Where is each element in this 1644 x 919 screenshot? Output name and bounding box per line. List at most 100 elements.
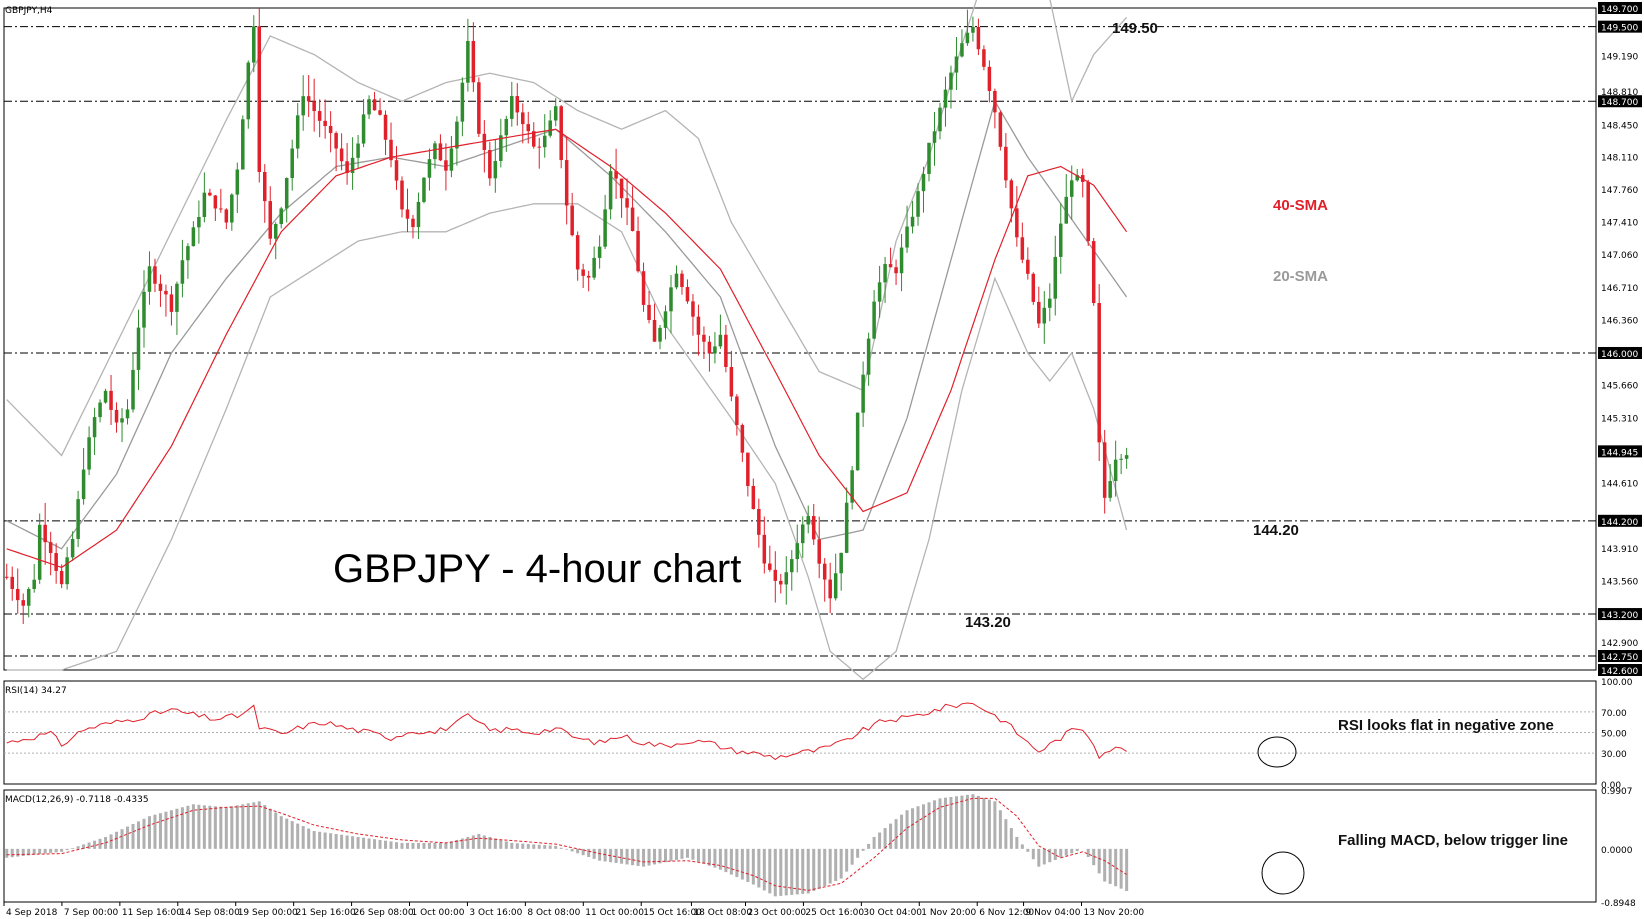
candle-body — [1059, 223, 1063, 257]
candle-body — [515, 96, 520, 113]
candle-body — [1119, 458, 1123, 460]
x-tick-label-0: 4 Sep 2018 — [6, 908, 58, 918]
candle-body — [230, 194, 234, 223]
candle-body — [883, 264, 887, 283]
candle-body — [10, 576, 14, 589]
candle-body — [241, 119, 245, 170]
candle-body — [202, 192, 207, 217]
candle-body — [888, 264, 893, 268]
price-level-tag-4-bg — [1598, 445, 1642, 458]
candle-body — [932, 131, 937, 143]
x-tick-label-4: 19 Sep 00:00 — [238, 908, 298, 918]
sma40-line — [6, 128, 1128, 569]
candle-body — [103, 390, 108, 403]
candle-body — [15, 588, 20, 601]
candle-body — [257, 26, 262, 173]
candle-body — [449, 148, 454, 171]
price-level-tag-2: 148.700 — [1601, 98, 1638, 108]
candle-body — [438, 143, 443, 161]
candle-body — [938, 107, 942, 132]
x-tick-label-9: 8 Oct 08:00 — [527, 908, 580, 918]
candle-body — [1020, 237, 1025, 260]
candle-body — [1064, 196, 1069, 224]
candle-body — [1124, 455, 1129, 459]
candle-body — [400, 180, 404, 210]
candle-body — [751, 485, 756, 509]
candle-body — [482, 133, 487, 151]
price-tick-2: 148.450 — [1601, 122, 1638, 132]
candle-body — [691, 301, 695, 317]
symbol-label: GBPJPY,H4 — [5, 6, 53, 16]
candle-body — [718, 334, 723, 347]
candle-body — [301, 96, 305, 116]
x-tick-label-1: 7 Sep 00:00 — [64, 908, 119, 918]
candle-body — [328, 125, 333, 134]
candle-body — [877, 282, 882, 302]
candle-body — [729, 367, 734, 397]
candle-body — [1037, 301, 1041, 324]
macd-frame — [3, 789, 1597, 903]
candle-body — [779, 580, 783, 585]
macd-tick-1: 0.0000 — [1601, 846, 1633, 856]
candle-body — [1113, 459, 1118, 482]
candle-body — [894, 267, 898, 274]
candle-body — [1048, 298, 1052, 308]
price-level-tag-3: 146.000 — [1601, 350, 1638, 360]
candle-body — [394, 160, 399, 181]
candle-body — [268, 201, 273, 239]
candle-body — [949, 72, 953, 90]
candle-body — [21, 600, 25, 606]
candle-body — [499, 135, 503, 161]
candle-body — [542, 135, 547, 148]
price-tick-13: 143.560 — [1601, 577, 1638, 587]
candle-body — [982, 49, 986, 67]
candle-body — [993, 90, 997, 113]
candle-body — [175, 283, 179, 312]
price-level-tag-1-bg — [1598, 20, 1642, 33]
candle-body — [48, 542, 53, 554]
candle-body — [680, 273, 684, 288]
price-tick-9: 145.660 — [1601, 382, 1638, 392]
candle-body — [65, 557, 69, 585]
candle-body — [586, 275, 591, 278]
x-tick-label-14: 25 Oct 16:00 — [805, 908, 864, 918]
candle-body — [323, 120, 327, 126]
price-level-tag-6: 143.200 — [1601, 611, 1638, 621]
candle-body — [114, 409, 119, 423]
candle-body — [284, 178, 289, 209]
candle-body — [471, 40, 476, 83]
candle-body — [235, 169, 240, 195]
candle-body — [872, 301, 876, 339]
candle-body — [641, 271, 646, 305]
macd-annotation: Falling MACD, below trigger line — [1338, 832, 1568, 849]
candle-body — [356, 143, 360, 158]
macd-tick-0: 0.9907 — [1601, 787, 1633, 797]
candle-body — [850, 470, 854, 503]
price-tick-0: 149.190 — [1601, 53, 1638, 63]
candle-body — [158, 283, 163, 291]
x-tick-label-6: 26 Sep 08:00 — [354, 908, 414, 918]
rsi-annotation: RSI looks flat in negative zone — [1338, 717, 1554, 734]
price-level-tag-5-bg — [1598, 514, 1642, 527]
candle-body — [422, 177, 426, 202]
bollinger-upper — [6, 0, 1128, 457]
rsi-tick-4: 0.00 — [1601, 781, 1621, 791]
candle-body — [153, 266, 157, 284]
candle-body — [833, 573, 838, 599]
candle-body — [59, 570, 64, 585]
candle-body — [652, 319, 657, 342]
candle-body — [164, 290, 168, 295]
candle-body — [954, 56, 959, 73]
candle-body — [317, 111, 322, 121]
candle-body — [142, 291, 146, 328]
candle-body — [339, 148, 344, 162]
candle-body — [131, 369, 135, 410]
x-tick-label-17: 6 Nov 12:00 — [979, 908, 1034, 918]
rsi-tick-3: 30.00 — [1601, 750, 1627, 760]
price-tick-8: 146.360 — [1601, 316, 1638, 326]
candle-body — [279, 208, 283, 225]
candle-body — [197, 216, 201, 228]
peak-annotation: 149.50 — [1112, 20, 1158, 37]
candle-body — [389, 139, 393, 161]
price-level-tag-4: 144.945 — [1601, 448, 1638, 458]
